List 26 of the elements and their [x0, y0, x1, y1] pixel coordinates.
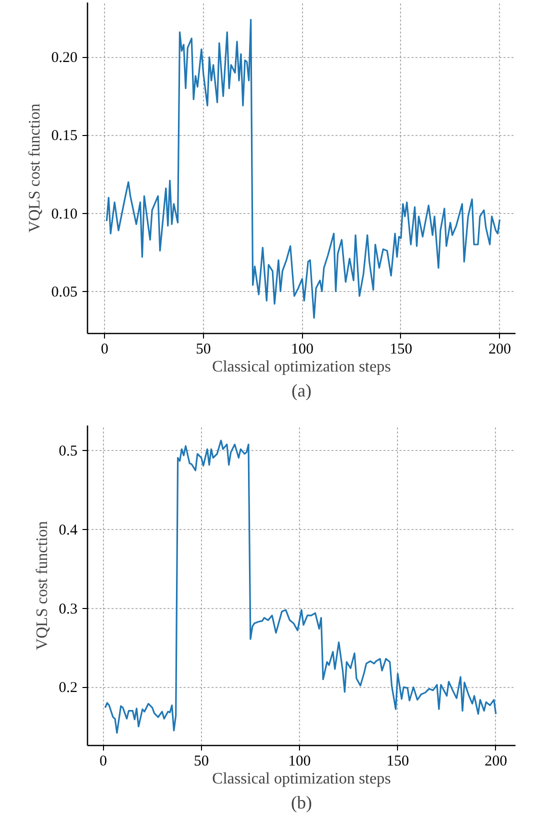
x-tick-label: 100 [290, 342, 314, 358]
y-axis-title: VQLS cost function [26, 104, 44, 232]
x-tick-label: 0 [99, 754, 107, 770]
line-series [104, 440, 497, 734]
text: (a) [292, 380, 312, 400]
line-series [106, 18, 500, 319]
x-tick-label: 100 [288, 754, 311, 770]
x-tick-label: 200 [484, 754, 508, 770]
x-tick-label: 50 [196, 342, 211, 358]
x-tick-label: 150 [386, 754, 409, 770]
y-tick-label: 0.5 [58, 444, 78, 460]
y-axis-title: VQLS cost function [34, 521, 51, 650]
y-tick-label: 0.2 [58, 680, 78, 696]
x-tick-label: 50 [194, 754, 209, 770]
y-tick-label: 0.05 [51, 284, 78, 300]
x-tick-label: 150 [390, 342, 412, 358]
x-axis-title: Classical optimization steps [212, 770, 391, 788]
y-tick-label: 0.3 [58, 601, 78, 618]
y-tick-label: 0.10 [51, 206, 78, 222]
x-tick-label: 200 [488, 342, 511, 358]
y-tick-label: 0.20 [51, 50, 78, 66]
x-tick-label: 0 [100, 342, 108, 358]
x-axis-title: Classical optimization steps [212, 358, 391, 376]
y-tick-label: 0.15 [51, 128, 78, 144]
y-tick-label: 0.4 [58, 522, 78, 539]
text: (b) [291, 792, 312, 812]
